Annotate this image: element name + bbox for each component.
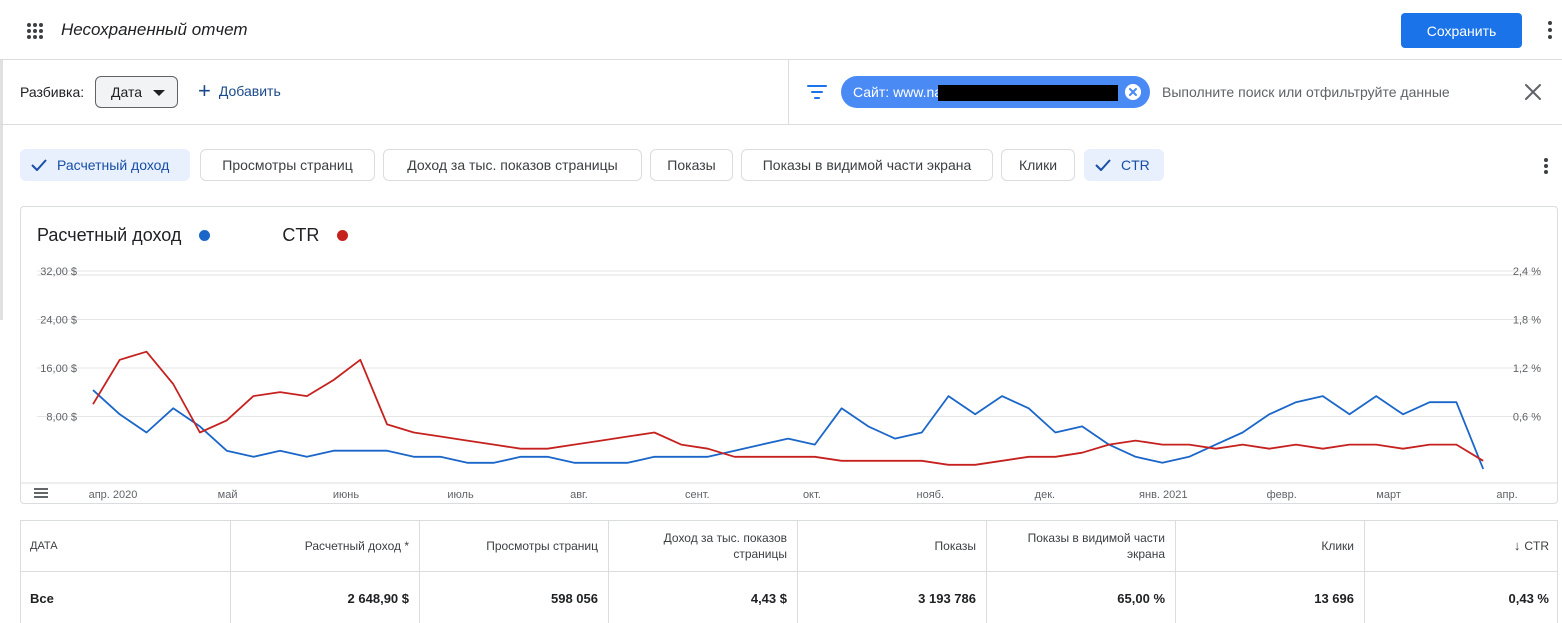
column-header[interactable]: Показы в видимой части экрана	[987, 521, 1176, 571]
column-header[interactable]: Клики	[1176, 521, 1365, 571]
filter-chip-label: Сайт: www.na	[853, 84, 943, 100]
x-tick-label: апр. 2020	[89, 489, 138, 501]
legend-label-revenue: Расчетный доход	[37, 225, 182, 245]
x-tick-label: сент.	[685, 489, 710, 501]
column-header[interactable]: ДАТА	[21, 521, 231, 571]
legend-dot-ctr	[337, 230, 349, 241]
x-tick-label: март	[1376, 489, 1401, 501]
left-scroll-strip	[0, 60, 3, 320]
metric-chip-viewable[interactable]: Показы в видимой части экрана	[741, 149, 993, 181]
y-right-tick-label: 1,8 %	[1513, 315, 1541, 327]
dropdown-caret-icon	[153, 90, 165, 96]
series-line-ctr	[92, 350, 1484, 466]
check-icon	[1095, 159, 1111, 171]
x-tick-label: окт.	[803, 489, 821, 501]
legend-label-ctr: CTR	[282, 225, 320, 245]
more-options-icon[interactable]	[1542, 20, 1558, 40]
metric-chip-label: Расчетный доход	[57, 157, 170, 173]
report-title[interactable]: Несохраненный отчет	[61, 20, 248, 39]
x-tick-label: июль	[447, 489, 474, 501]
table-header: ДАТА Расчетный доход * Просмотры страниц…	[21, 521, 1557, 572]
chart-legend: Расчетный доход CTR	[37, 225, 349, 246]
chart-card: Расчетный доход CTR 32,00 $ 24,00 $ 16,00 …	[20, 206, 1558, 504]
x-tick-label: апр.	[1496, 489, 1517, 501]
breakdown-label: Разбивка:	[20, 84, 85, 100]
date-dropdown[interactable]: Дата	[95, 76, 178, 108]
x-tick-label: дек.	[1035, 489, 1055, 501]
sort-desc-icon: ↓	[1513, 538, 1521, 553]
legend-dot-revenue	[199, 230, 211, 241]
table-cell: Все	[21, 572, 231, 623]
column-header-ctr[interactable]: ↓ CTR	[1365, 521, 1559, 571]
column-header[interactable]: Доход за тыс. показов страницы	[609, 521, 798, 571]
series-line-revenue	[92, 389, 1485, 470]
metric-chip-impressions[interactable]: Показы	[650, 149, 733, 181]
divider	[788, 60, 789, 125]
table-cell: 13 696	[1176, 572, 1365, 623]
y-right-tick-label: 2,4 %	[1513, 266, 1541, 278]
y-left-tick-label: 24,00 $	[40, 315, 77, 327]
metric-chip-pageviews[interactable]: Просмотры страниц	[200, 149, 375, 181]
x-tick-label: нояб.	[917, 489, 945, 501]
x-tick-label: февр.	[1267, 489, 1297, 501]
metric-chip-label: Клики	[1018, 157, 1058, 173]
metric-chip-label: Просмотры страниц	[222, 157, 353, 173]
x-tick-label: май	[218, 489, 238, 501]
y-left-tick-label: 32,00 $	[40, 266, 77, 278]
more-options-icon[interactable]	[1538, 157, 1554, 175]
search-input[interactable]	[1162, 81, 1502, 103]
metric-chip-label: Показы	[667, 157, 716, 173]
table-cell: 0,43 %	[1508, 590, 1549, 606]
remove-filter-icon[interactable]	[1125, 84, 1141, 100]
y-left-tick-label: 16,00 $	[40, 363, 77, 375]
filter-bar: Разбивка: Дата + Добавить Сайт: www.na	[0, 60, 1562, 125]
metric-chip-label: CTR	[1121, 157, 1150, 173]
y-right-tick-label: 0,6 %	[1513, 412, 1541, 424]
column-header[interactable]: Показы	[798, 521, 987, 571]
metric-chips: Расчетный доход Просмотры страниц Доход …	[0, 148, 1562, 182]
apps-grid-icon[interactable]	[26, 22, 44, 40]
metric-chip-ctr[interactable]: CTR	[1084, 149, 1164, 181]
date-dropdown-label: Дата	[111, 84, 143, 100]
site-filter-chip[interactable]: Сайт: www.na	[841, 76, 1150, 108]
column-header-label: CTR	[1524, 539, 1549, 553]
metric-chip-label: Доход за тыс. показов страницы	[407, 157, 618, 173]
add-dimension-button[interactable]: + Добавить	[198, 78, 281, 103]
add-label: Добавить	[218, 83, 281, 99]
line-chart: 32,00 $ 24,00 $ 16,00 $ 8,00 $ 2,4 % 1,8 % 1,2…	[21, 266, 1557, 501]
table-cell: 3 193 786	[798, 572, 987, 623]
table-cell: 598 056	[420, 572, 609, 623]
save-button[interactable]: Сохранить	[1401, 13, 1522, 48]
y-left-tick-label: 8,00 $	[46, 412, 77, 424]
x-tick-label: янв. 2021	[1139, 489, 1187, 501]
plus-icon: +	[198, 78, 211, 103]
x-tick-label: авг.	[570, 489, 588, 501]
table-row: Все 2 648,90 $ 598 056 4,43 $ 3 193 786 …	[21, 572, 1557, 623]
column-header[interactable]: Расчетный доход *	[231, 521, 420, 571]
data-table: ДАТА Расчетный доход * Просмотры страниц…	[20, 520, 1558, 623]
metric-chip-revenue[interactable]: Расчетный доход	[20, 149, 190, 181]
table-cell: 4,43 $	[609, 572, 798, 623]
y-right-tick-label: 1,2 %	[1513, 363, 1541, 375]
top-bar: Несохраненный отчет Сохранить	[0, 0, 1562, 60]
redacted-block	[938, 85, 1118, 101]
table-cell: 2 648,90 $	[231, 572, 420, 623]
metric-chip-page-rpm[interactable]: Доход за тыс. показов страницы	[383, 149, 642, 181]
table-cell: 65,00 %	[987, 572, 1176, 623]
check-icon	[31, 159, 47, 171]
filter-icon[interactable]	[806, 82, 828, 102]
column-header[interactable]: Просмотры страниц	[420, 521, 609, 571]
metric-chip-clicks[interactable]: Клики	[1001, 149, 1075, 181]
metric-chip-label: Показы в видимой части экрана	[762, 157, 972, 173]
x-tick-label: июнь	[333, 489, 359, 501]
close-icon[interactable]	[1524, 83, 1542, 101]
